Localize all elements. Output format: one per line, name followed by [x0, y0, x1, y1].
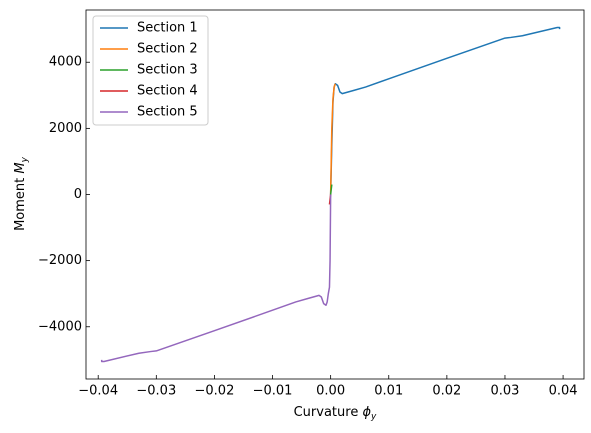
x-tick-label: 0.04: [549, 384, 578, 399]
y-tick-label: −2000: [38, 253, 82, 268]
x-tick-label: −0.01: [253, 384, 293, 399]
y-label-subscript: y: [20, 156, 30, 163]
series-line: [100, 194, 332, 363]
legend-label: Section 1: [137, 21, 198, 36]
x-label-text: Curvature: [294, 405, 363, 420]
x-tick-label: −0.02: [195, 384, 235, 399]
x-axis-label: Curvature ϕy: [294, 405, 377, 422]
y-tick-label: −4000: [38, 319, 82, 334]
x-tick-label: −0.04: [78, 384, 118, 399]
legend-label: Section 4: [137, 84, 198, 99]
y-label-text: Moment: [13, 174, 28, 231]
y-tick-label: 0: [74, 187, 82, 202]
x-label-symbol: ϕ: [362, 405, 371, 420]
x-tick-label: 0.01: [374, 384, 403, 399]
y-axis-label: Moment My: [13, 156, 30, 231]
x-tick-label: −0.03: [136, 384, 176, 399]
x-tick-label: 0.00: [316, 384, 345, 399]
legend-label: Section 3: [137, 63, 198, 78]
plot-area: −0.04 −0.03 −0.02 −0.01 0.00 0.01 0.02 0.03 0.04…: [38, 9, 585, 399]
x-label-subscript: y: [370, 412, 377, 422]
axes-frame: [85, 9, 585, 380]
x-tick-label: 0.02: [432, 384, 461, 399]
y-tick-label: 2000: [49, 121, 82, 136]
x-tick-label: 0.03: [490, 384, 519, 399]
series-line: [329, 184, 333, 195]
legend-label: Section 2: [137, 42, 198, 57]
y-tick-label: 4000: [49, 55, 82, 70]
legend-box: [92, 15, 209, 126]
y-label-symbol: M: [13, 162, 28, 173]
series-line: [329, 83, 336, 195]
legend-label: Section 5: [137, 105, 198, 120]
